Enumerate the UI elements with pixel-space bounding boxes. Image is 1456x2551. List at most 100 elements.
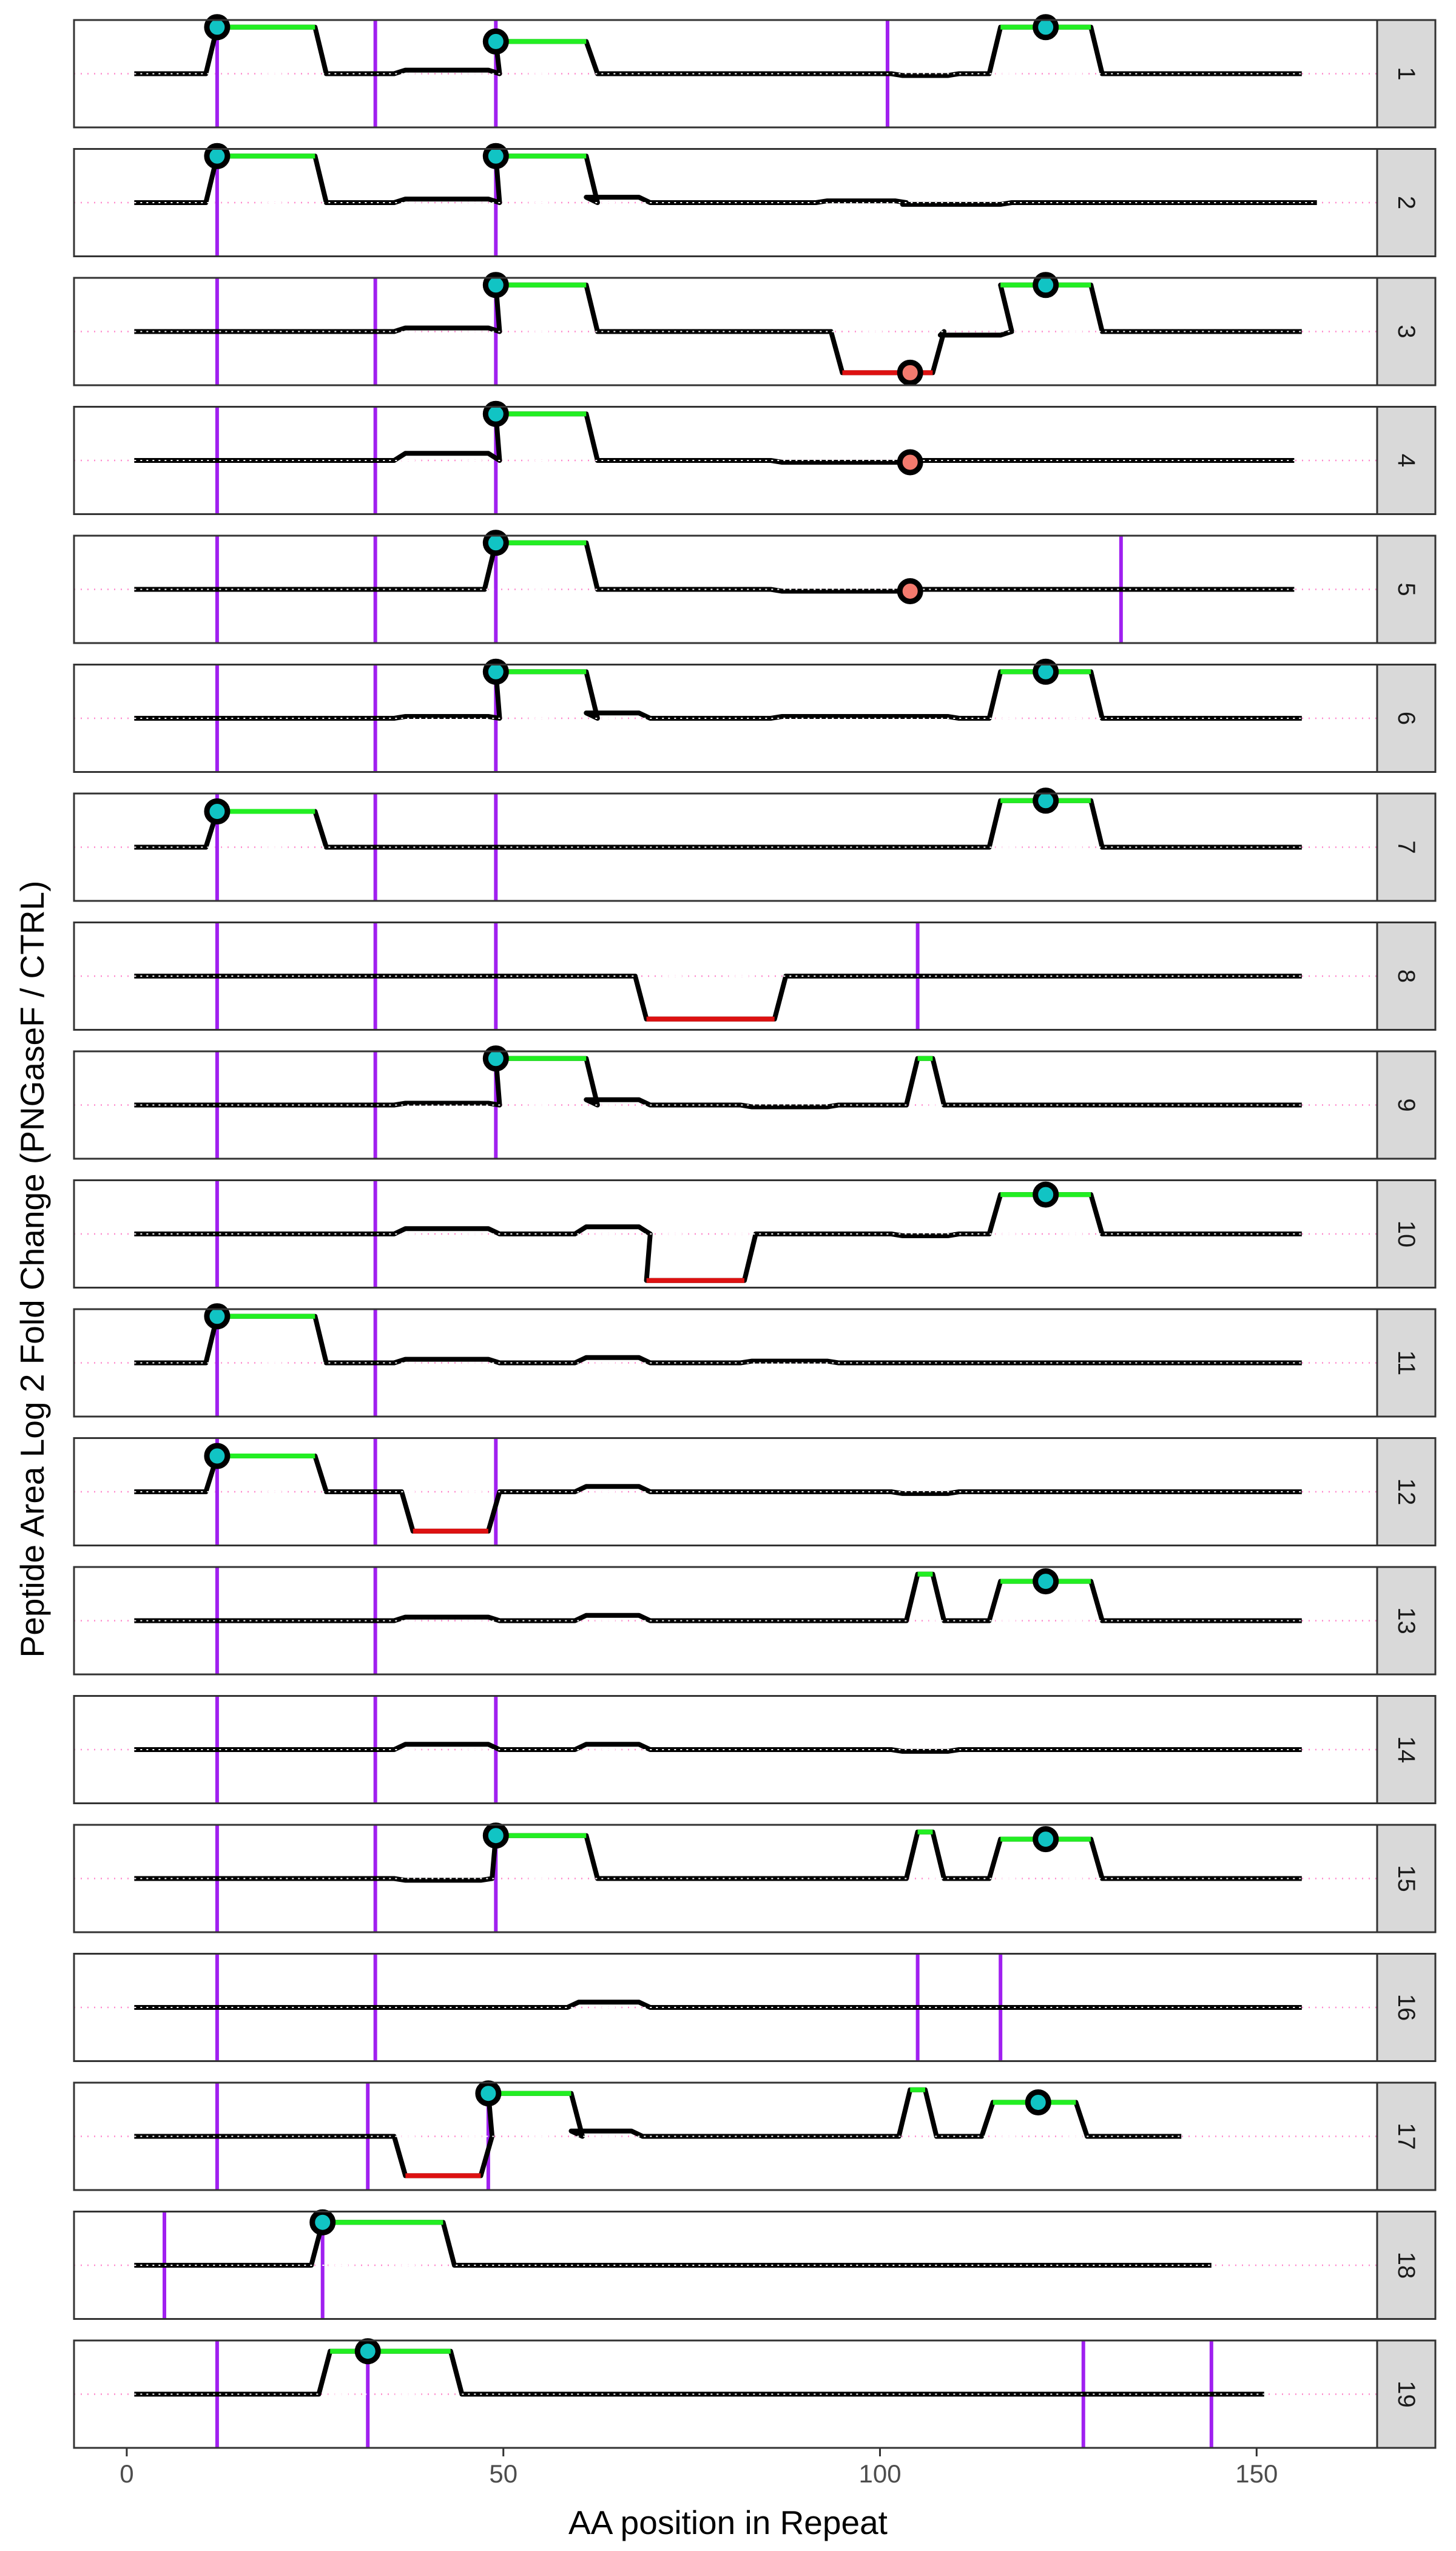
facet-strip-label: 9 bbox=[1393, 1098, 1420, 1111]
facet-strip-label: 1 bbox=[1393, 67, 1420, 80]
x-axis: 0 50 100 150 bbox=[120, 2448, 1278, 2488]
facet-panel-14: 14 bbox=[73, 1695, 1437, 1804]
facet-strip bbox=[1376, 664, 1437, 773]
facet-strip-label: 11 bbox=[1393, 1350, 1420, 1376]
fold-change-profile bbox=[134, 2087, 1182, 2179]
facet-strip bbox=[1376, 1437, 1437, 1546]
facet-strip-label: 3 bbox=[1393, 325, 1420, 338]
panel-plot-area bbox=[74, 1051, 1377, 1159]
facet-panel-4: 4 bbox=[73, 400, 1437, 515]
facet-strip-label: 18 bbox=[1393, 2252, 1420, 2279]
glyco-site-marker bbox=[354, 2338, 381, 2365]
facet-strip bbox=[1376, 534, 1437, 644]
facet-panel-1: 1 bbox=[73, 14, 1437, 129]
facet-strip-label: 4 bbox=[1393, 454, 1420, 467]
facet-strip-label: 6 bbox=[1393, 712, 1420, 725]
facet-panel-15: 15 bbox=[73, 1822, 1437, 1933]
glyco-site-marker bbox=[482, 272, 509, 298]
x-tick-label: 0 bbox=[120, 2459, 133, 2488]
glyco-site-marker bbox=[482, 530, 509, 556]
glyco-site-marker bbox=[1033, 787, 1059, 814]
glyco-site-marker bbox=[204, 1443, 231, 1469]
facet-strip bbox=[1376, 2081, 1437, 2191]
facet-panel-10: 10 bbox=[73, 1179, 1437, 1289]
facet-strip bbox=[1376, 2339, 1437, 2449]
y-axis-title: Peptide Area Log 2 Fold Change (PNGaseF … bbox=[13, 881, 51, 1658]
facet-strip-label: 16 bbox=[1393, 1994, 1420, 2021]
panel-plot-area bbox=[74, 664, 1377, 772]
panel-plot-area bbox=[74, 1438, 1377, 1546]
glyco-site-marker bbox=[482, 400, 509, 427]
facet-panel-7: 7 bbox=[73, 787, 1437, 902]
facet-panel-9: 9 bbox=[73, 1045, 1437, 1160]
facet-strip bbox=[1376, 1695, 1437, 1804]
panel-plot-area bbox=[74, 1567, 1377, 1674]
facet-strip bbox=[1376, 1050, 1437, 1160]
glyco-site-marker bbox=[897, 578, 923, 604]
facet-panel-5: 5 bbox=[73, 530, 1437, 644]
panel-plot-area bbox=[74, 2340, 1377, 2448]
facet-strip bbox=[1376, 1566, 1437, 1676]
facet-strip bbox=[1376, 1953, 1437, 2062]
facet-panel-16: 16 bbox=[73, 1953, 1437, 2062]
glyco-site-marker bbox=[1033, 1568, 1059, 1595]
fold-change-profile bbox=[134, 1742, 1302, 1754]
x-axis-title: AA position in Repeat bbox=[568, 2504, 888, 2541]
panel-plot-area bbox=[74, 1825, 1377, 1932]
x-tick-label: 150 bbox=[1235, 2459, 1278, 2488]
fold-change-profile bbox=[134, 669, 1302, 721]
facet-panel-8: 8 bbox=[73, 922, 1437, 1031]
fold-change-profile bbox=[134, 1056, 1302, 1110]
fold-change-profile bbox=[134, 2000, 1302, 2010]
panel-plot-area bbox=[74, 1696, 1377, 1804]
facet-strip-label: 5 bbox=[1393, 582, 1420, 596]
glyco-site-marker bbox=[1033, 658, 1059, 685]
facet-strip-label: 13 bbox=[1393, 1607, 1420, 1634]
facet-strip bbox=[1376, 1308, 1437, 1418]
glyco-site-marker bbox=[204, 798, 231, 824]
glyco-site-marker bbox=[204, 1303, 231, 1330]
facet-strip bbox=[1376, 148, 1437, 257]
glyco-site-marker bbox=[482, 143, 509, 169]
panel-plot-area bbox=[74, 149, 1377, 257]
facet-strip bbox=[1376, 2211, 1437, 2320]
glyco-site-marker bbox=[1033, 1826, 1059, 1853]
facet-panel-3: 3 bbox=[73, 272, 1437, 386]
facet-strip bbox=[1376, 277, 1437, 386]
glyco-site-marker bbox=[482, 658, 509, 685]
glyco-site-marker bbox=[1033, 272, 1059, 298]
facet-strip-label: 7 bbox=[1393, 840, 1420, 854]
panel-plot-area bbox=[74, 2083, 1377, 2190]
facet-strip bbox=[1376, 922, 1437, 1031]
panel-plot-area bbox=[74, 922, 1377, 1030]
facet-panel-13: 13 bbox=[73, 1566, 1437, 1676]
facet-panel-18: 18 bbox=[73, 2209, 1437, 2320]
glyco-site-marker bbox=[482, 1045, 509, 1072]
facet-strip-label: 2 bbox=[1393, 196, 1420, 209]
facet-panel-6: 6 bbox=[73, 658, 1437, 773]
facet-strip bbox=[1376, 19, 1437, 129]
facet-panel-19: 19 bbox=[73, 2338, 1437, 2449]
glyco-site-marker bbox=[1033, 1181, 1059, 1208]
glyco-site-marker bbox=[897, 359, 923, 386]
facet-strip bbox=[1376, 1824, 1437, 1933]
glyco-site-marker bbox=[482, 28, 509, 55]
panel-plot-area bbox=[74, 794, 1377, 901]
glyco-site-marker bbox=[204, 14, 231, 41]
facet-strip-label: 19 bbox=[1393, 2381, 1420, 2408]
facet-strip-label: 10 bbox=[1393, 1221, 1420, 1248]
glyco-site-marker bbox=[204, 143, 231, 169]
panel-plot-area bbox=[74, 1309, 1377, 1417]
facet-panel-2: 2 bbox=[73, 143, 1437, 257]
facet-panel-12: 12 bbox=[73, 1437, 1437, 1546]
glyco-site-marker bbox=[1033, 14, 1059, 41]
glyco-site-marker bbox=[482, 1822, 509, 1849]
glyco-site-marker bbox=[475, 2080, 502, 2107]
facet-strip-label: 14 bbox=[1393, 1736, 1420, 1764]
facet-strip bbox=[1376, 792, 1437, 902]
facet-strip-label: 12 bbox=[1393, 1478, 1420, 1506]
panel-plot-area bbox=[74, 1953, 1377, 2061]
